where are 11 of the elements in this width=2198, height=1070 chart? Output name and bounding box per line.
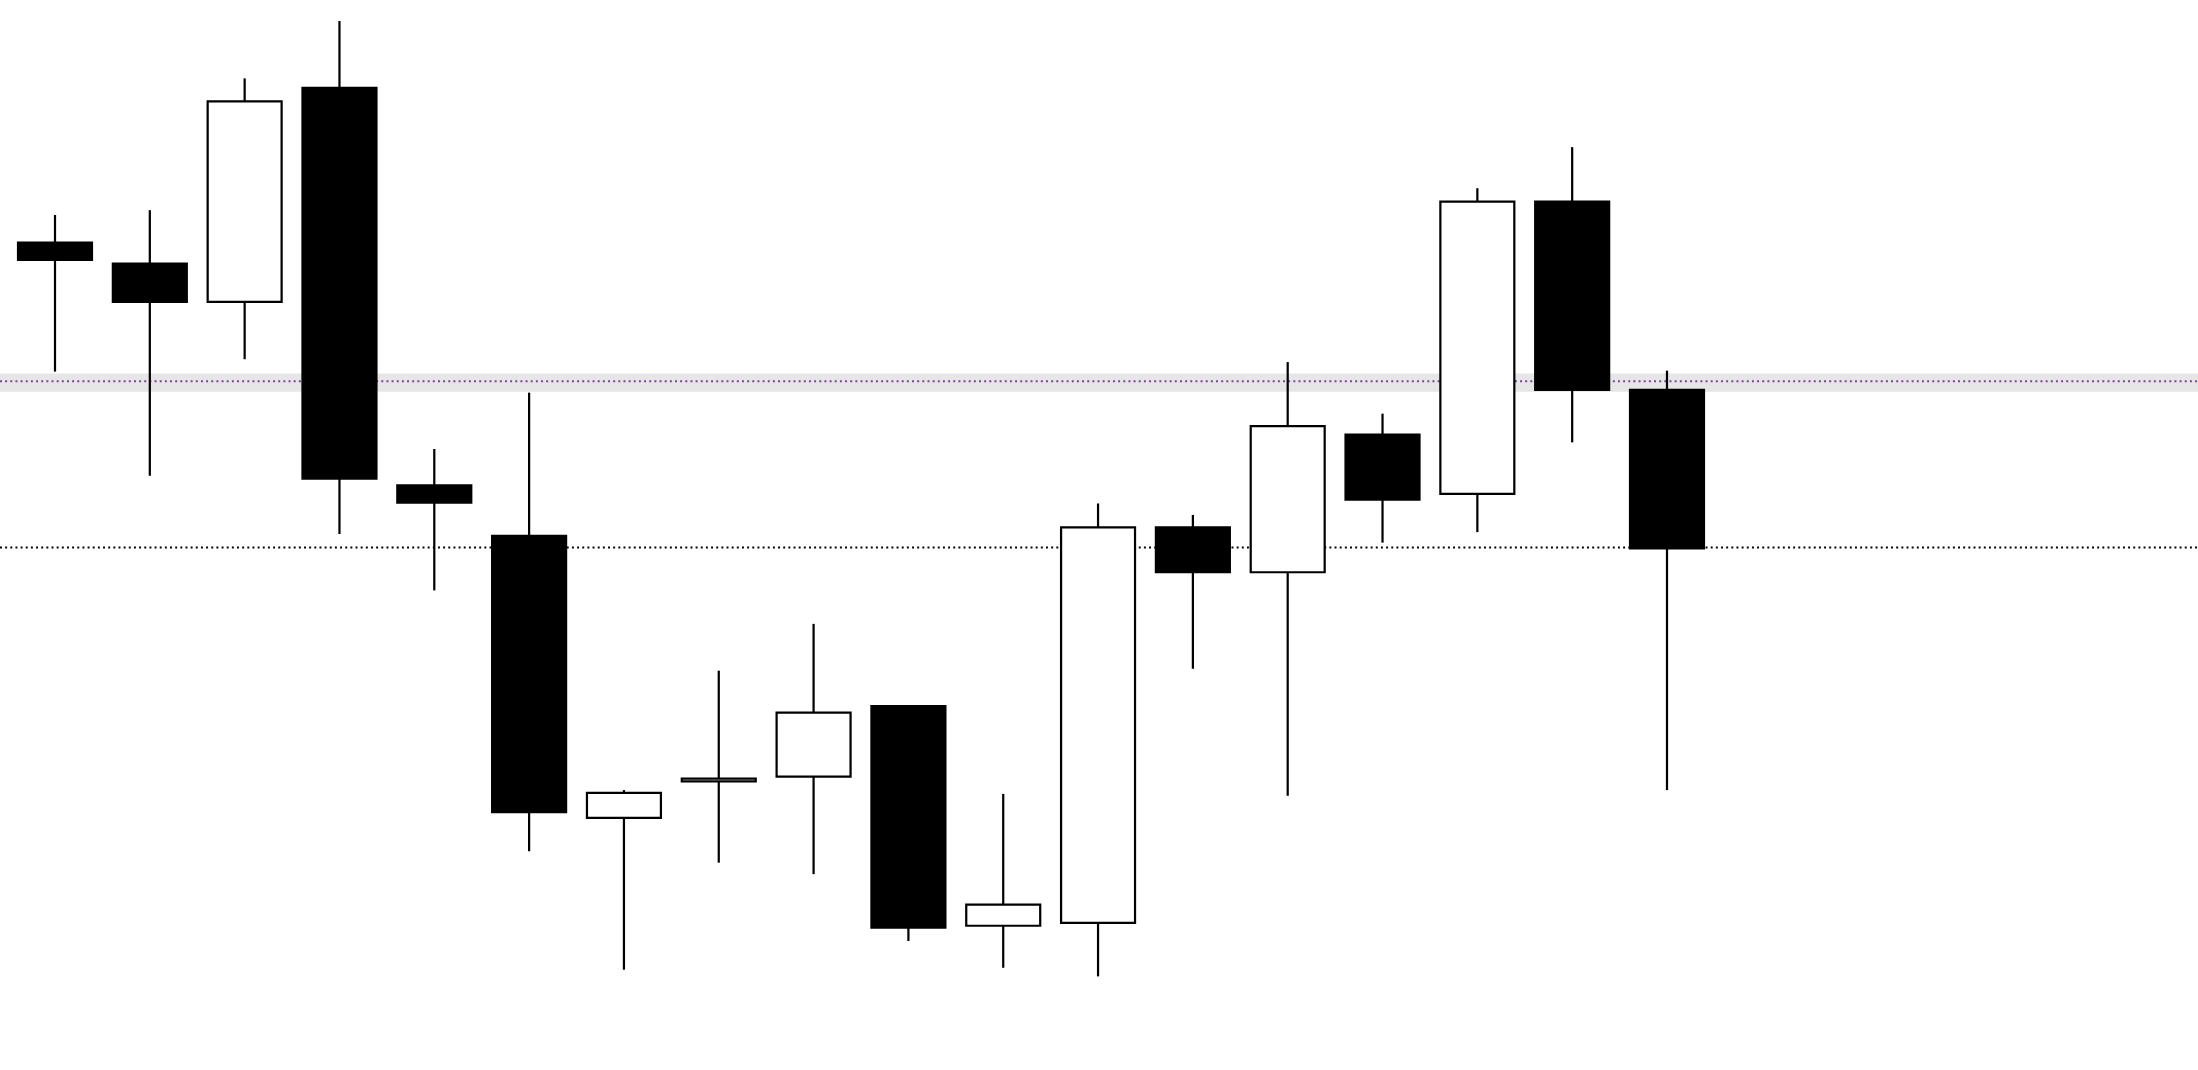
candlestick: [206, 77, 283, 361]
candlestick: [680, 669, 757, 864]
candlestick: [1344, 412, 1421, 544]
candlestick: [396, 447, 473, 592]
candlestick: [16, 213, 94, 373]
candlestick: [775, 622, 852, 876]
candlestick: [111, 209, 188, 477]
candlestick: [1059, 502, 1137, 978]
candlestick: [965, 792, 1042, 969]
candlestick: [1534, 146, 1611, 444]
candlestick: [301, 19, 378, 536]
